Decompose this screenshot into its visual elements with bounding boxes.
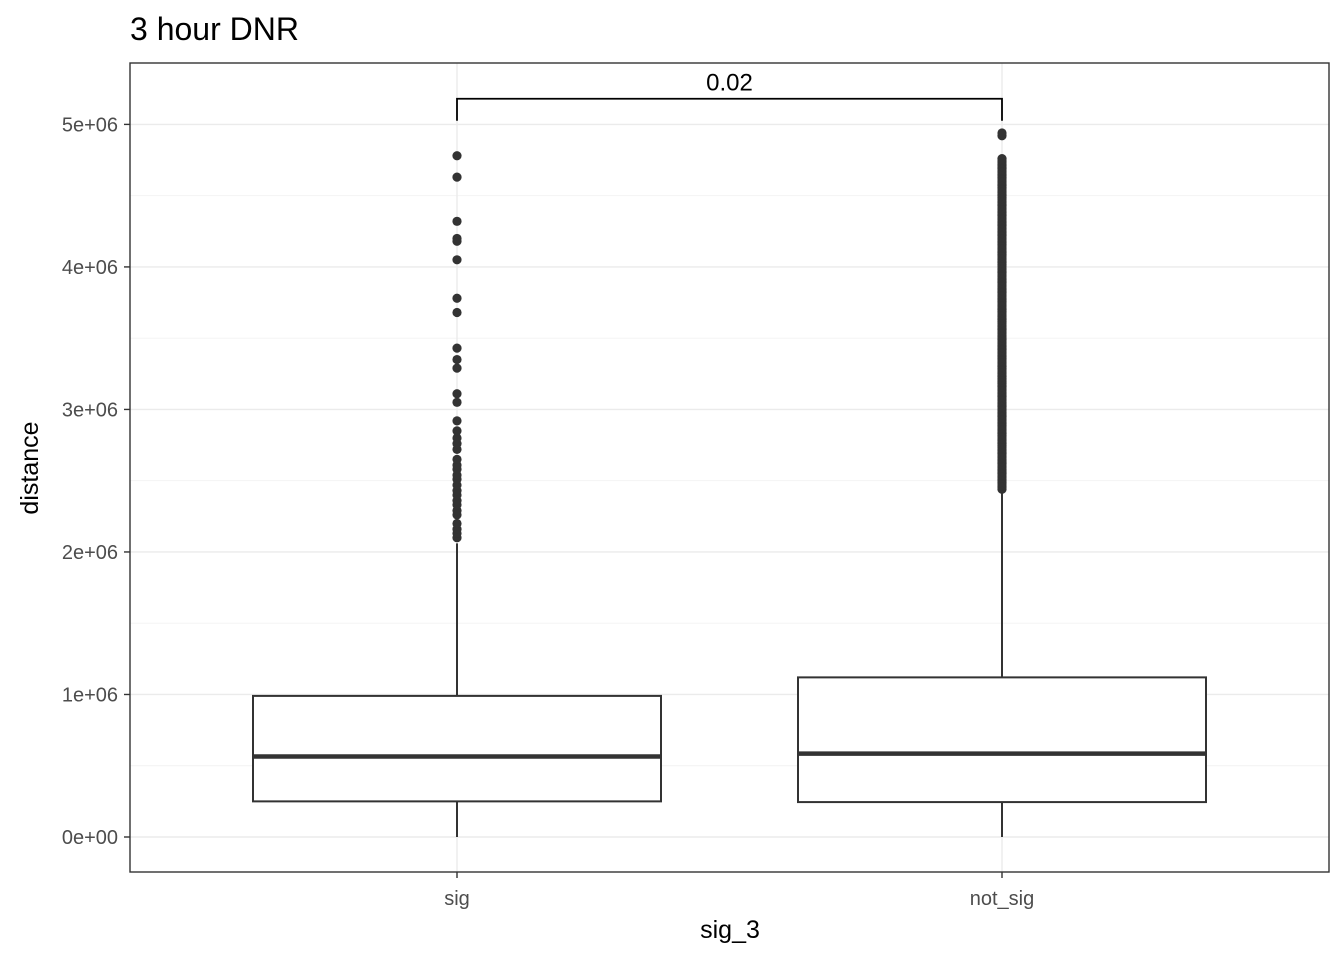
outlier-point — [452, 518, 462, 529]
outlier-point — [452, 216, 462, 226]
box-not_sig — [797, 128, 1207, 837]
outlier-point — [997, 154, 1007, 164]
outlier-point — [997, 128, 1007, 138]
y-tick-label: 5e+06 — [62, 114, 118, 136]
outlier-point — [452, 293, 462, 303]
y-tick-label: 0e+00 — [62, 827, 118, 849]
outlier-point — [452, 307, 462, 318]
box-sig — [252, 151, 662, 837]
outlier-point — [452, 255, 462, 265]
x-axis-title: sig_3 — [700, 916, 760, 944]
chart-title: 3 hour DNR — [130, 11, 299, 47]
outlier-point — [452, 454, 462, 464]
y-tick-label: 2e+06 — [62, 542, 118, 564]
box-iqr — [252, 694, 662, 803]
significance-bracket — [456, 97, 1003, 121]
x-tick-label: sig — [444, 888, 470, 910]
outlier-point — [452, 151, 462, 161]
x-axis: sig not_sig — [444, 872, 1034, 910]
outlier-point — [452, 172, 462, 182]
outlier-point — [452, 343, 462, 353]
y-tick-label: 4e+06 — [62, 257, 118, 279]
outlier-point — [452, 354, 462, 365]
outlier-point — [452, 389, 462, 399]
outlier-point — [452, 397, 462, 407]
outlier-point — [452, 426, 462, 436]
box-series — [252, 128, 1207, 837]
outlier-point — [452, 363, 462, 373]
y-axis: 0e+00 1e+06 2e+06 3e+06 4e+06 5e+06 — [62, 114, 130, 849]
y-axis-title: distance — [16, 421, 44, 514]
significance-bracket-group: 0.02 — [456, 70, 1003, 121]
y-tick-label: 1e+06 — [62, 684, 118, 706]
outlier-point — [452, 233, 462, 244]
plot-panel — [129, 62, 1330, 873]
x-tick-label: not_sig — [970, 888, 1035, 910]
y-tick-label: 3e+06 — [62, 399, 118, 421]
outlier-point — [452, 416, 462, 426]
box-iqr — [797, 676, 1207, 804]
outlier-point — [452, 433, 462, 443]
significance-label: 0.02 — [706, 70, 753, 97]
